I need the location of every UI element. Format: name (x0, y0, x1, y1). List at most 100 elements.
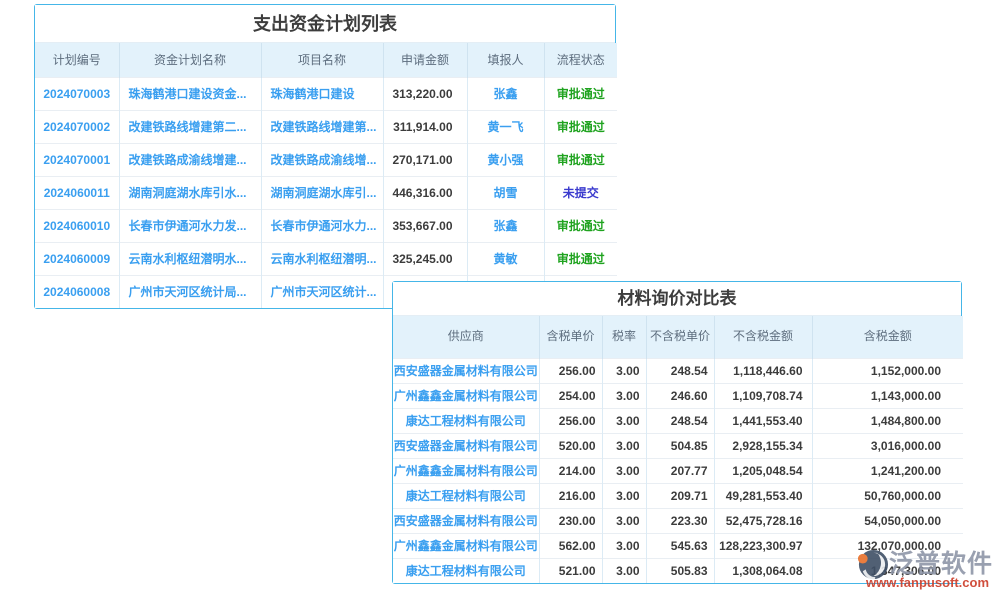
cell: 2,928,155.34 (713, 432, 812, 458)
link-cell[interactable]: 康达工程材料有限公司 (393, 407, 539, 433)
link-cell[interactable]: 广州鑫鑫金属材料有限公司 (393, 457, 539, 483)
cell: 248.54 (645, 357, 714, 383)
status-badge[interactable]: 审批通过 (543, 241, 617, 275)
cell: 521.00 (538, 557, 602, 583)
material-compare-table: 供应商 含税单价 税率 不含税单价 不含税金额 含税金额 西安盛器金属材料有限公司 256.… (393, 316, 963, 583)
table-row: 广州鑫鑫金属材料有限公司 254.00 3.00 246.60 1,109,708.74… (393, 382, 963, 408)
cell: 246.60 (645, 382, 714, 408)
table-row: 康达工程材料有限公司 521.00 3.00 505.83 1,308,064.08 1,… (393, 557, 963, 583)
link-cell[interactable]: 2024060011 (35, 175, 119, 209)
link-cell[interactable]: 改建铁路成渝线增建... (118, 142, 261, 176)
link-cell[interactable]: 西安盛器金属材料有限公司 (393, 507, 539, 533)
cell: 311,914.00 (382, 109, 467, 143)
status-badge[interactable]: 审批通过 (543, 208, 617, 242)
cell: 3.00 (601, 507, 646, 533)
link-cell[interactable]: 广州鑫鑫金属材料有限公司 (393, 382, 539, 408)
status-badge[interactable]: 审批通过 (543, 142, 617, 176)
cell: 545.63 (645, 532, 714, 558)
link-cell[interactable]: 康达工程材料有限公司 (393, 482, 539, 508)
column-header: 项目名称 (260, 43, 383, 77)
link-cell[interactable]: 广州市天河区统计局... (118, 274, 261, 308)
link-cell[interactable]: 2024060008 (35, 274, 119, 308)
link-cell[interactable]: 改建铁路线增建第二... (118, 109, 261, 143)
status-badge[interactable]: 审批通过 (543, 109, 617, 143)
cell: 54,050,000.00 (811, 507, 963, 533)
cell: 1,308,064.08 (713, 557, 812, 583)
cell: 270,171.00 (382, 142, 467, 176)
column-header: 填报人 (466, 43, 544, 77)
link-cell[interactable]: 湖南洞庭湖水库引水... (118, 175, 261, 209)
column-header: 资金计划名称 (118, 43, 261, 77)
cell: 3.00 (601, 382, 646, 408)
link-cell[interactable]: 张鑫 (466, 208, 544, 242)
column-header: 计划编号 (35, 43, 119, 77)
table-row: 西安盛器金属材料有限公司 230.00 3.00 223.30 52,475,728.1… (393, 507, 963, 533)
column-header: 不含税单价 (645, 316, 714, 358)
spending-plan-panel: 支出资金计划列表 计划编号 资金计划名称 项目名称 申请金额 填报人 流程状态 20240… (34, 4, 617, 309)
column-header: 不含税金额 (713, 316, 812, 358)
header-row: 供应商 含税单价 税率 不含税单价 不含税金额 含税金额 (393, 316, 963, 358)
link-cell[interactable]: 西安盛器金属材料有限公司 (393, 357, 539, 383)
table-row: 西安盛器金属材料有限公司 520.00 3.00 504.85 2,928,155.34… (393, 432, 963, 458)
link-cell[interactable]: 珠海鹤港口建设 (260, 76, 383, 110)
cell: 256.00 (538, 357, 602, 383)
cell: 1,152,000.00 (811, 357, 963, 383)
cell: 248.54 (645, 407, 714, 433)
link-cell[interactable]: 长春市伊通河水力... (260, 208, 383, 242)
link-cell[interactable]: 黄敏 (466, 241, 544, 275)
link-cell[interactable]: 康达工程材料有限公司 (393, 557, 539, 583)
table-row: 2024070002 改建铁路线增建第二... 改建铁路线增建第... 311,914… (35, 109, 617, 143)
link-cell[interactable]: 长春市伊通河水力发... (118, 208, 261, 242)
cell: 49,281,553.40 (713, 482, 812, 508)
panel-title: 支出资金计划列表 (35, 5, 615, 43)
column-header: 申请金额 (382, 43, 467, 77)
status-badge[interactable]: 审批通过 (543, 76, 617, 110)
cell: 230.00 (538, 507, 602, 533)
table-row: 广州鑫鑫金属材料有限公司 562.00 3.00 545.63 128,223,300.… (393, 532, 963, 558)
status-badge[interactable]: 未提交 (543, 175, 617, 209)
link-cell[interactable]: 张鑫 (466, 76, 544, 110)
column-header: 供应商 (393, 316, 539, 358)
column-header: 流程状态 (543, 43, 617, 77)
column-header: 含税单价 (538, 316, 602, 358)
table-row: 2024060010 长春市伊通河水力发... 长春市伊通河水力... 353,667… (35, 208, 617, 242)
link-cell[interactable]: 云南水利枢纽潜明... (260, 241, 383, 275)
cell: 1,109,708.74 (713, 382, 812, 408)
cell: 325,245.00 (382, 241, 467, 275)
cell: 214.00 (538, 457, 602, 483)
link-cell[interactable]: 广州鑫鑫金属材料有限公司 (393, 532, 539, 558)
cell: 3.00 (601, 432, 646, 458)
link-cell[interactable]: 湖南洞庭湖水库引... (260, 175, 383, 209)
link-cell[interactable]: 2024060010 (35, 208, 119, 242)
link-cell[interactable]: 2024060009 (35, 241, 119, 275)
link-cell[interactable]: 2024070003 (35, 76, 119, 110)
link-cell[interactable]: 云南水利枢纽潜明水... (118, 241, 261, 275)
cell: 1,205,048.54 (713, 457, 812, 483)
header-row: 计划编号 资金计划名称 项目名称 申请金额 填报人 流程状态 (35, 43, 617, 77)
cell: 3.00 (601, 557, 646, 583)
cell: 1,118,446.60 (713, 357, 812, 383)
cell: 3.00 (601, 532, 646, 558)
cell: 254.00 (538, 382, 602, 408)
table-row: 康达工程材料有限公司 216.00 3.00 209.71 49,281,553.40 5… (393, 482, 963, 508)
cell: 1,143,000.00 (811, 382, 963, 408)
link-cell[interactable]: 黄小强 (466, 142, 544, 176)
column-header: 含税金额 (811, 316, 963, 358)
link-cell[interactable]: 西安盛器金属材料有限公司 (393, 432, 539, 458)
link-cell[interactable]: 改建铁路线增建第... (260, 109, 383, 143)
link-cell[interactable]: 珠海鹤港口建设资金... (118, 76, 261, 110)
table-row: 康达工程材料有限公司 256.00 3.00 248.54 1,441,553.40 1,… (393, 407, 963, 433)
link-cell[interactable]: 黄一飞 (466, 109, 544, 143)
cell: 209.71 (645, 482, 714, 508)
cell: 3.00 (601, 407, 646, 433)
link-cell[interactable]: 2024070002 (35, 109, 119, 143)
link-cell[interactable]: 胡雪 (466, 175, 544, 209)
cell: 223.30 (645, 507, 714, 533)
link-cell[interactable]: 广州市天河区统计... (260, 274, 383, 308)
cell: 3.00 (601, 357, 646, 383)
link-cell[interactable]: 改建铁路成渝线增... (260, 142, 383, 176)
table-row: 2024070001 改建铁路成渝线增建... 改建铁路成渝线增... 270,171… (35, 142, 617, 176)
cell: 50,760,000.00 (811, 482, 963, 508)
link-cell[interactable]: 2024070001 (35, 142, 119, 176)
table-row: 2024060011 湖南洞庭湖水库引水... 湖南洞庭湖水库引... 446,316… (35, 175, 617, 209)
